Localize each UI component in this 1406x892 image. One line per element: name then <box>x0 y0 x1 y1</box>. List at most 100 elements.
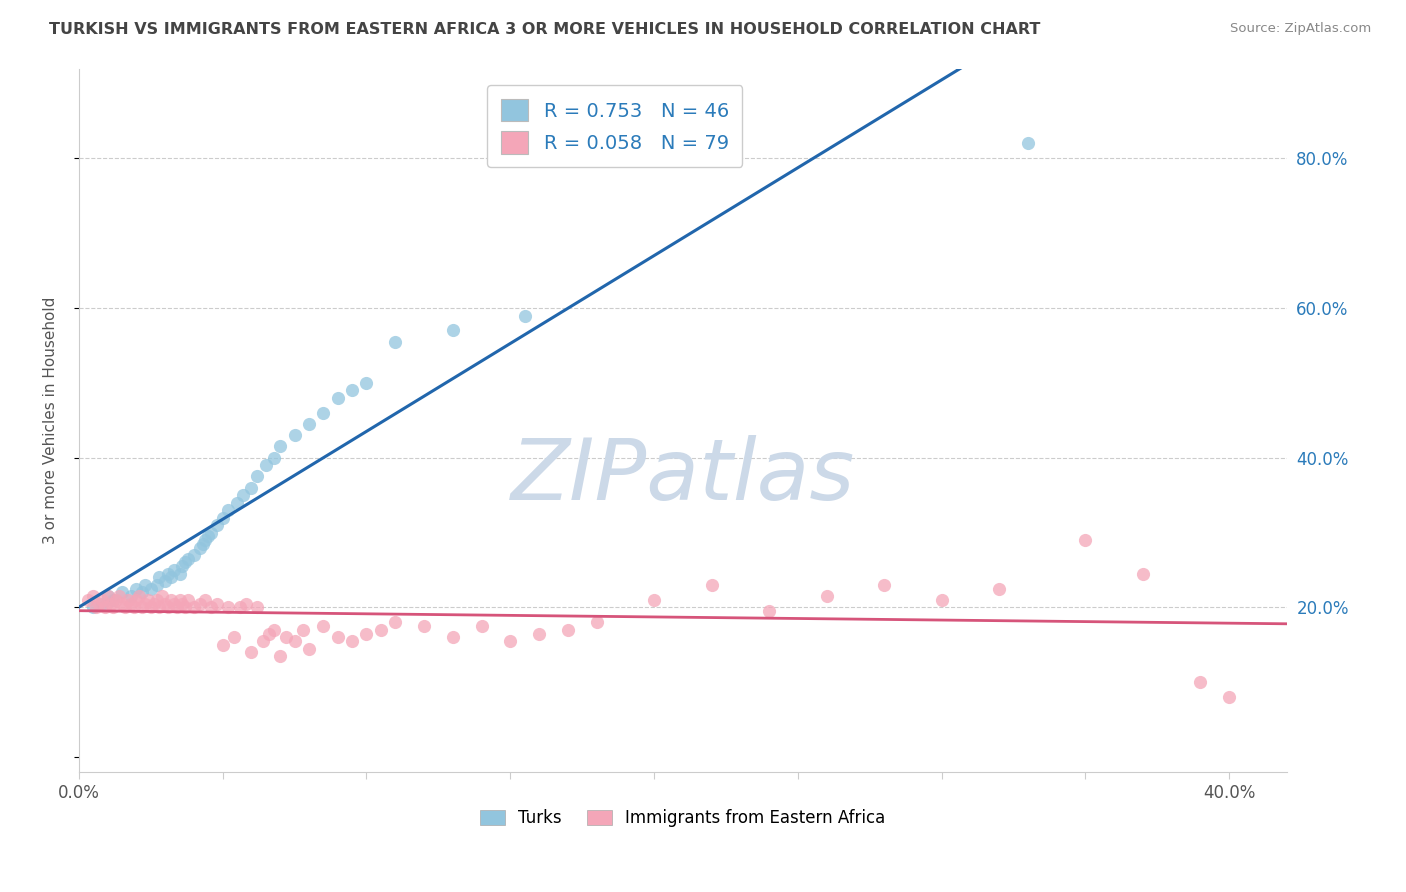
Point <box>340 634 363 648</box>
Point <box>169 593 191 607</box>
Point <box>700 578 723 592</box>
Point <box>205 518 228 533</box>
Point <box>1189 675 1212 690</box>
Point <box>97 589 120 603</box>
Point <box>441 323 464 337</box>
Point <box>226 495 249 509</box>
Point <box>117 593 139 607</box>
Point <box>157 566 180 581</box>
Point <box>200 600 222 615</box>
Point <box>172 559 194 574</box>
Point <box>988 582 1011 596</box>
Point <box>91 593 114 607</box>
Point <box>163 563 186 577</box>
Point <box>105 593 128 607</box>
Point <box>155 574 177 589</box>
Point <box>246 469 269 483</box>
Point <box>125 582 148 596</box>
Point <box>194 533 217 547</box>
Point <box>356 626 378 640</box>
Point <box>136 593 159 607</box>
Y-axis label: 3 or more Vehicles in Household: 3 or more Vehicles in Household <box>44 297 58 544</box>
Point <box>166 600 188 615</box>
Point <box>269 440 291 454</box>
Point <box>758 604 780 618</box>
Point <box>931 593 953 607</box>
Point <box>269 648 291 663</box>
Point <box>217 600 239 615</box>
Point <box>94 600 117 615</box>
Point <box>131 585 153 599</box>
Point <box>1074 533 1097 547</box>
Point <box>91 597 114 611</box>
Point <box>585 615 607 630</box>
Point <box>160 593 183 607</box>
Point <box>103 593 125 607</box>
Point <box>188 597 211 611</box>
Point <box>148 600 170 615</box>
Point <box>252 634 274 648</box>
Point <box>240 481 263 495</box>
Point <box>125 593 148 607</box>
Point <box>263 450 285 465</box>
Point <box>326 391 349 405</box>
Text: Source: ZipAtlas.com: Source: ZipAtlas.com <box>1230 22 1371 36</box>
Point <box>235 597 257 611</box>
Legend: Turks, Immigrants from Eastern Africa: Turks, Immigrants from Eastern Africa <box>474 803 893 834</box>
Point <box>205 597 228 611</box>
Point <box>82 589 104 603</box>
Point <box>298 641 321 656</box>
Point <box>103 600 125 615</box>
Point <box>191 537 214 551</box>
Point <box>197 529 219 543</box>
Point <box>169 566 191 581</box>
Point <box>499 634 522 648</box>
Point <box>257 626 280 640</box>
Point <box>139 600 162 615</box>
Text: TURKISH VS IMMIGRANTS FROM EASTERN AFRICA 3 OR MORE VEHICLES IN HOUSEHOLD CORREL: TURKISH VS IMMIGRANTS FROM EASTERN AFRIC… <box>49 22 1040 37</box>
Point <box>815 589 838 603</box>
Point <box>527 626 550 640</box>
Point <box>194 593 217 607</box>
Point <box>111 585 134 599</box>
Point <box>513 309 536 323</box>
Point <box>246 600 269 615</box>
Point <box>263 623 285 637</box>
Point <box>183 548 205 562</box>
Point <box>340 384 363 398</box>
Point <box>211 510 233 524</box>
Point <box>312 619 335 633</box>
Point <box>232 488 254 502</box>
Point <box>174 600 197 615</box>
Point <box>188 541 211 555</box>
Text: ZIPatlas: ZIPatlas <box>510 435 855 518</box>
Point <box>111 597 134 611</box>
Point <box>131 600 153 615</box>
Point <box>114 600 136 615</box>
Point <box>82 600 104 615</box>
Point <box>1218 690 1240 705</box>
Point <box>134 597 156 611</box>
Point <box>557 623 579 637</box>
Point <box>150 589 173 603</box>
Point <box>274 630 297 644</box>
Point <box>145 593 167 607</box>
Point <box>155 597 177 611</box>
Point <box>254 458 277 473</box>
Point <box>356 376 378 390</box>
Point <box>100 597 122 611</box>
Point <box>384 334 406 349</box>
Point <box>120 589 142 603</box>
Point <box>183 600 205 615</box>
Point <box>384 615 406 630</box>
Point <box>76 593 98 607</box>
Point <box>470 619 492 633</box>
Point <box>1017 136 1039 151</box>
Point <box>229 600 252 615</box>
Point <box>211 638 233 652</box>
Point <box>97 589 120 603</box>
Point <box>174 556 197 570</box>
Point <box>217 503 239 517</box>
Point <box>157 600 180 615</box>
Point <box>292 623 315 637</box>
